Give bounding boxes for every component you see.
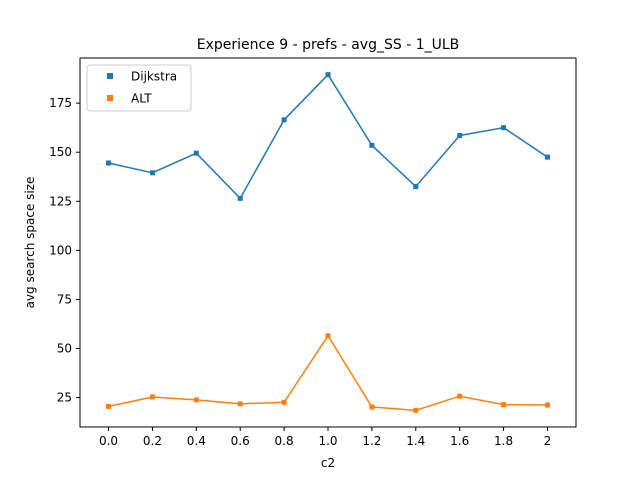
y-tick-label: 75	[57, 292, 72, 306]
x-tick-label: 1.8	[494, 434, 513, 448]
x-tick-label: 2	[544, 434, 552, 448]
y-axis-label: avg search space size	[23, 177, 37, 309]
alt-data-point	[281, 399, 287, 405]
dijkstra-data-point	[106, 160, 112, 166]
x-tick-label: 1.0	[318, 434, 337, 448]
x-tick-label: 0.4	[187, 434, 206, 448]
alt-data-point	[413, 407, 419, 413]
dijkstra-data-point	[544, 154, 550, 160]
alt-data-point	[457, 393, 463, 399]
x-tick-label: 1.4	[406, 434, 425, 448]
y-tick-label: 175	[49, 96, 72, 110]
x-tick-label: 0.6	[231, 434, 250, 448]
x-tick-label: 0.0	[99, 434, 118, 448]
dijkstra-data-point	[325, 72, 331, 78]
legend: Dijkstra ALT	[86, 64, 192, 112]
dijkstra-data-point	[237, 195, 243, 201]
y-tick-label: 125	[49, 194, 72, 208]
y-axis-ticks: 25 50 75 100 125 150 175	[49, 96, 80, 405]
legend-marker-alt	[107, 95, 113, 101]
dijkstra-data-point	[281, 117, 287, 123]
dijkstra-data-point	[369, 142, 375, 148]
x-axis-ticks: 0.0 0.2 0.4 0.6 0.8 1.0 1.2 1.4 1.6 1.8 2	[99, 427, 551, 448]
alt-data-point	[106, 403, 112, 409]
dijkstra-data-point	[193, 150, 199, 156]
y-tick-label: 150	[49, 145, 72, 159]
dijkstra-data-point	[149, 170, 155, 176]
plot-area	[80, 58, 576, 427]
dijkstra-data-point	[413, 184, 419, 190]
alt-data-point	[325, 333, 331, 339]
alt-data-point	[149, 394, 155, 400]
y-tick-label: 50	[57, 341, 72, 355]
y-tick-label: 100	[49, 243, 72, 257]
legend-marker-dijkstra	[107, 73, 113, 79]
x-tick-label: 0.8	[275, 434, 294, 448]
x-tick-label: 1.6	[450, 434, 469, 448]
alt-data-point	[237, 401, 243, 407]
alt-data-point	[193, 397, 199, 403]
x-axis-label: c2	[321, 456, 335, 470]
dijkstra-data-point	[457, 133, 463, 139]
alt-data-point	[369, 404, 375, 410]
x-tick-label: 1.2	[362, 434, 381, 448]
alt-data-point	[501, 402, 507, 408]
x-tick-label: 0.2	[143, 434, 162, 448]
legend-label-alt: ALT	[131, 92, 152, 106]
dijkstra-data-point	[501, 125, 507, 131]
y-tick-label: 25	[57, 391, 72, 405]
series-layer	[106, 72, 550, 413]
alt-data-point	[544, 402, 550, 408]
chart-title: Experience 9 - prefs - avg_SS - 1_ULB	[197, 37, 460, 53]
legend-label-dijkstra: Dijkstra	[131, 70, 177, 84]
